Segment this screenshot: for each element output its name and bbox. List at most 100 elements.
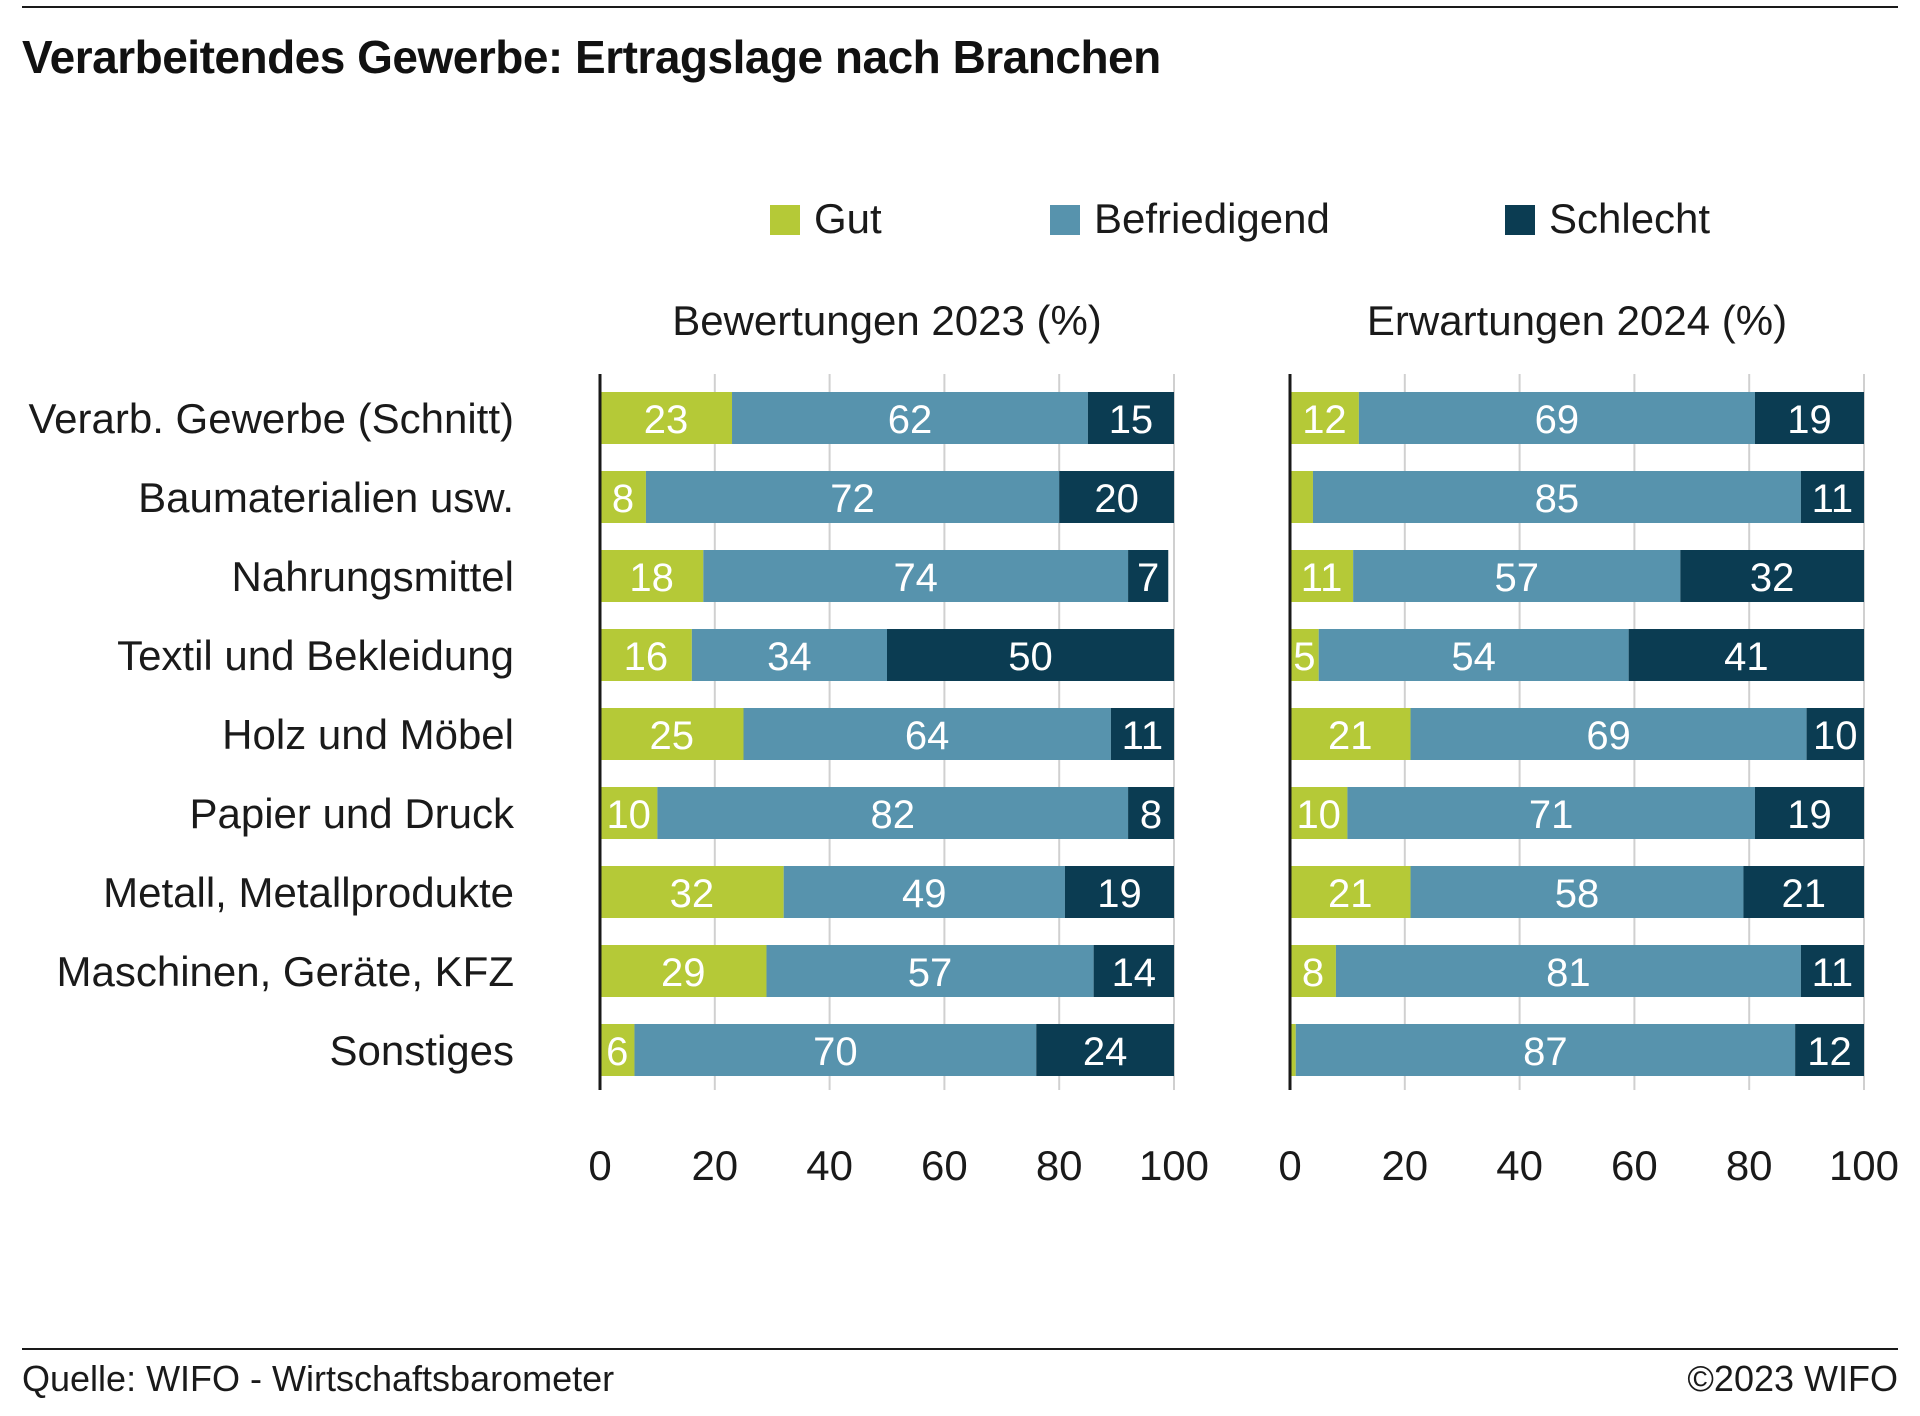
bar-befriedigend-baumaterialien-usw <box>1312 471 1801 523</box>
x-tick-label: 60 <box>1611 1142 1658 1189</box>
bar-gut-holz-und-möbel <box>600 708 744 760</box>
bar-befriedigend-holz-und-möbel <box>1410 708 1807 760</box>
data-label: 74 <box>893 556 938 600</box>
legend-item-schlecht: Schlecht <box>1505 195 1710 242</box>
data-label: 11 <box>1812 477 1854 521</box>
data-label: 49 <box>902 872 947 916</box>
bar-schlecht-maschinen-geräte-kfz <box>1093 945 1174 997</box>
category-label-verarb-gewerbe-schnitt: Verarb. Gewerbe (Schnitt) <box>28 395 514 442</box>
bar-befriedigend-metall-metallprodukte <box>1410 866 1744 918</box>
bar-befriedigend-verarb-gewerbe-schnitt <box>732 392 1088 444</box>
x-tick-label: 20 <box>691 1142 738 1189</box>
x-tick-label: 100 <box>1829 1142 1899 1189</box>
category-label-nahrungsmittel: Nahrungsmittel <box>232 553 514 600</box>
category-label-metall-metallprodukte: Metall, Metallprodukte <box>103 869 514 916</box>
bottom-rule <box>22 1348 1898 1350</box>
data-label: 21 <box>1781 872 1826 916</box>
bar-befriedigend-maschinen-geräte-kfz <box>766 945 1094 997</box>
data-label: 8 <box>612 477 634 521</box>
panel-title: Erwartungen 2024 (%) <box>1367 297 1787 344</box>
data-label: 20 <box>1094 477 1139 521</box>
x-tick-label: 0 <box>588 1142 611 1189</box>
data-label: 69 <box>1586 714 1631 758</box>
bar-schlecht-holz-und-möbel <box>1806 708 1864 760</box>
bar-befriedigend-sonstiges <box>634 1024 1037 1076</box>
data-label: 29 <box>661 951 706 995</box>
data-label: 8 <box>1140 793 1162 837</box>
data-label: 5 <box>1293 635 1315 679</box>
data-label: 12 <box>1807 1030 1852 1074</box>
data-label: 41 <box>1724 635 1769 679</box>
bar-gut-holz-und-möbel <box>1290 708 1411 760</box>
bar-befriedigend-holz-und-möbel <box>743 708 1111 760</box>
bar-befriedigend-papier-und-druck <box>657 787 1129 839</box>
data-label: 19 <box>1787 793 1832 837</box>
data-label: 57 <box>1494 556 1539 600</box>
panel-bewertungen-2023: Bewertungen 2023 (%) 23 62 15 8 72 20 18 74 7 16 34… <box>588 297 1209 1189</box>
bar-schlecht-nahrungsmittel <box>1128 550 1169 602</box>
legend-swatch-befriedigend <box>1050 205 1080 235</box>
legend-swatch-schlecht <box>1505 205 1535 235</box>
data-label: 16 <box>624 635 669 679</box>
data-label: 19 <box>1097 872 1142 916</box>
chart: Gut Befriedigend Schlecht Bewertungen 2023… <box>28 195 1899 1189</box>
data-label: 72 <box>830 477 875 521</box>
bar-gut-textil-und-bekleidung <box>600 629 692 681</box>
data-label: 11 <box>1122 714 1164 758</box>
bar-schlecht-metall-metallprodukte <box>1743 866 1864 918</box>
data-label: 11 <box>1812 951 1854 995</box>
panel-erwartungen-2024: Erwartungen 2024 (%) 12 69 19 85 11 11 57 32 5 54 4… <box>1278 297 1899 1189</box>
category-label-sonstiges: Sonstiges <box>330 1027 514 1074</box>
bar-befriedigend-sonstiges <box>1295 1024 1796 1076</box>
x-tick-label: 100 <box>1139 1142 1209 1189</box>
data-label: 6 <box>606 1030 628 1074</box>
x-tick-label: 60 <box>921 1142 968 1189</box>
category-label-baumaterialien-usw: Baumaterialien usw. <box>138 474 514 521</box>
data-label: 71 <box>1529 793 1574 837</box>
data-label: 58 <box>1555 872 1600 916</box>
bar-gut-papier-und-druck <box>600 787 658 839</box>
bar-gut-textil-und-bekleidung <box>1290 629 1319 681</box>
bar-schlecht-sonstiges <box>1795 1024 1864 1076</box>
legend-item-befriedigend: Befriedigend <box>1050 195 1330 242</box>
bar-schlecht-verarb-gewerbe-schnitt <box>1087 392 1174 444</box>
bar-gut-nahrungsmittel <box>600 550 704 602</box>
data-label: 25 <box>650 714 695 758</box>
bar-gut-verarb-gewerbe-schnitt <box>1290 392 1359 444</box>
data-label: 81 <box>1546 951 1591 995</box>
data-label: 14 <box>1112 951 1157 995</box>
category-label-maschinen-geräte-kfz: Maschinen, Geräte, KFZ <box>56 948 514 995</box>
legend-label-gut: Gut <box>814 195 882 242</box>
data-label: 15 <box>1109 398 1154 442</box>
legend-label-befriedigend: Befriedigend <box>1094 195 1330 242</box>
x-tick-label: 40 <box>1496 1142 1543 1189</box>
bar-schlecht-baumaterialien-usw <box>1059 471 1174 523</box>
bar-befriedigend-textil-und-bekleidung <box>691 629 887 681</box>
x-tick-label: 80 <box>1036 1142 1083 1189</box>
bar-schlecht-verarb-gewerbe-schnitt <box>1754 392 1864 444</box>
source-note: Quelle: WIFO - Wirtschaftsbarometer <box>22 1358 615 1399</box>
data-label: 57 <box>908 951 953 995</box>
data-label: 64 <box>905 714 950 758</box>
x-tick-label: 80 <box>1726 1142 1773 1189</box>
data-label: 11 <box>1301 556 1343 600</box>
bar-befriedigend-metall-metallprodukte <box>783 866 1065 918</box>
data-label: 21 <box>1328 714 1373 758</box>
page-title: Verarbeitendes Gewerbe: Ertragslage nach… <box>22 31 1161 83</box>
bar-gut-metall-metallprodukte <box>1290 866 1411 918</box>
data-label: 12 <box>1302 398 1347 442</box>
bar-befriedigend-papier-und-druck <box>1347 787 1755 839</box>
bar-schlecht-holz-und-möbel <box>1110 708 1174 760</box>
bar-gut-maschinen-geräte-kfz <box>1290 945 1336 997</box>
bar-gut-baumaterialien-usw <box>600 471 646 523</box>
data-label: 34 <box>767 635 812 679</box>
x-tick-label: 40 <box>806 1142 853 1189</box>
category-label-holz-und-möbel: Holz und Möbel <box>222 711 514 758</box>
bar-schlecht-maschinen-geräte-kfz <box>1800 945 1864 997</box>
category-label-textil-und-bekleidung: Textil und Bekleidung <box>117 632 514 679</box>
data-label: 54 <box>1451 635 1496 679</box>
bar-gut-sonstiges <box>600 1024 635 1076</box>
data-label: 10 <box>606 793 651 837</box>
data-label: 7 <box>1137 556 1159 600</box>
